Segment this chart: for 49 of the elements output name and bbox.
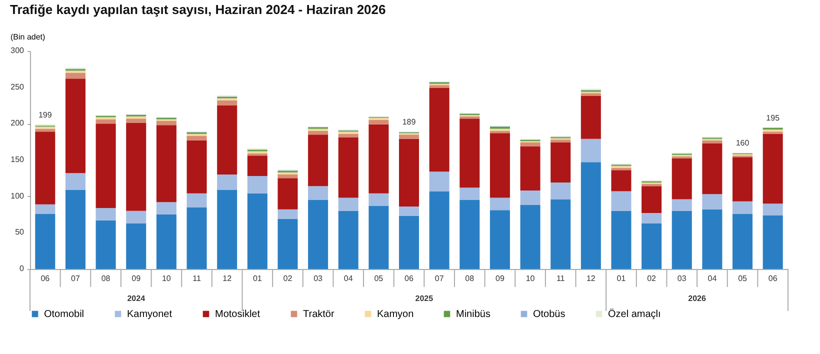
legend-label: Otomobil [44,309,84,320]
chart-title: Trafiğe kaydı yapılan taşıt sayısı, Haziran 2024 - Haziran 2026 [10,2,386,17]
x-tick-label: 03 [677,274,687,283]
y-tick-label: 100 [10,191,25,200]
legend-label: Özel amaçlı [608,308,661,320]
legend-label: Minibüs [456,309,490,320]
total-label: 189 [402,118,416,127]
x-tick-label: 08 [101,274,111,283]
x-tick-label: 09 [496,274,505,283]
y-tick-label: 150 [10,155,25,164]
x-tick-label: 01 [616,274,626,283]
x-tick-label: 05 [374,274,384,283]
y-tick-label: 200 [10,118,25,128]
x-tick-label: 05 [738,274,748,283]
x-tick-label: 11 [192,274,202,283]
x-tick-label: 04 [708,274,718,283]
text: 2025 [415,294,434,303]
y-axis-title: (Bin adet) [10,32,46,42]
x-tick-label: 06 [404,274,414,283]
total-label: 199 [38,110,52,120]
x-tick-label: 02 [283,274,293,283]
x-tick-label: 06 [768,274,778,283]
legend-label: Kamyon [377,309,414,320]
legend-label: Motosiklet [215,309,260,320]
x-tick-label: 11 [556,274,566,283]
x-tick-label: 04 [344,274,354,283]
legend-label: Otobüs [533,309,566,320]
legend-label: Kamyonet [127,309,172,320]
total-label: 160 [736,138,750,148]
text: 2026 [688,294,706,303]
x-tick-label: 09 [132,274,142,283]
y-tick-label: 250 [10,82,25,92]
x-tick-label: 06 [40,274,50,283]
y-tick-label: 300 [10,46,25,55]
x-tick-label: 10 [162,274,172,283]
x-tick-label: 03 [314,274,324,283]
total-label: 195 [766,113,780,122]
x-tick-label: 02 [647,274,657,283]
x-tick-label: 12 [586,274,596,283]
x-tick-label: 10 [526,274,536,283]
y-tick-label: 0 [20,264,25,273]
x-tick-label: 07 [71,274,80,283]
x-tick-label: 12 [222,274,232,283]
y-tick-label: 50 [15,228,25,237]
x-tick-label: 01 [252,274,262,283]
x-tick-label: 07 [434,274,444,283]
x-tick-label: 08 [465,274,475,283]
legend-label: Traktör [303,309,335,320]
text: 2024 [127,294,146,303]
